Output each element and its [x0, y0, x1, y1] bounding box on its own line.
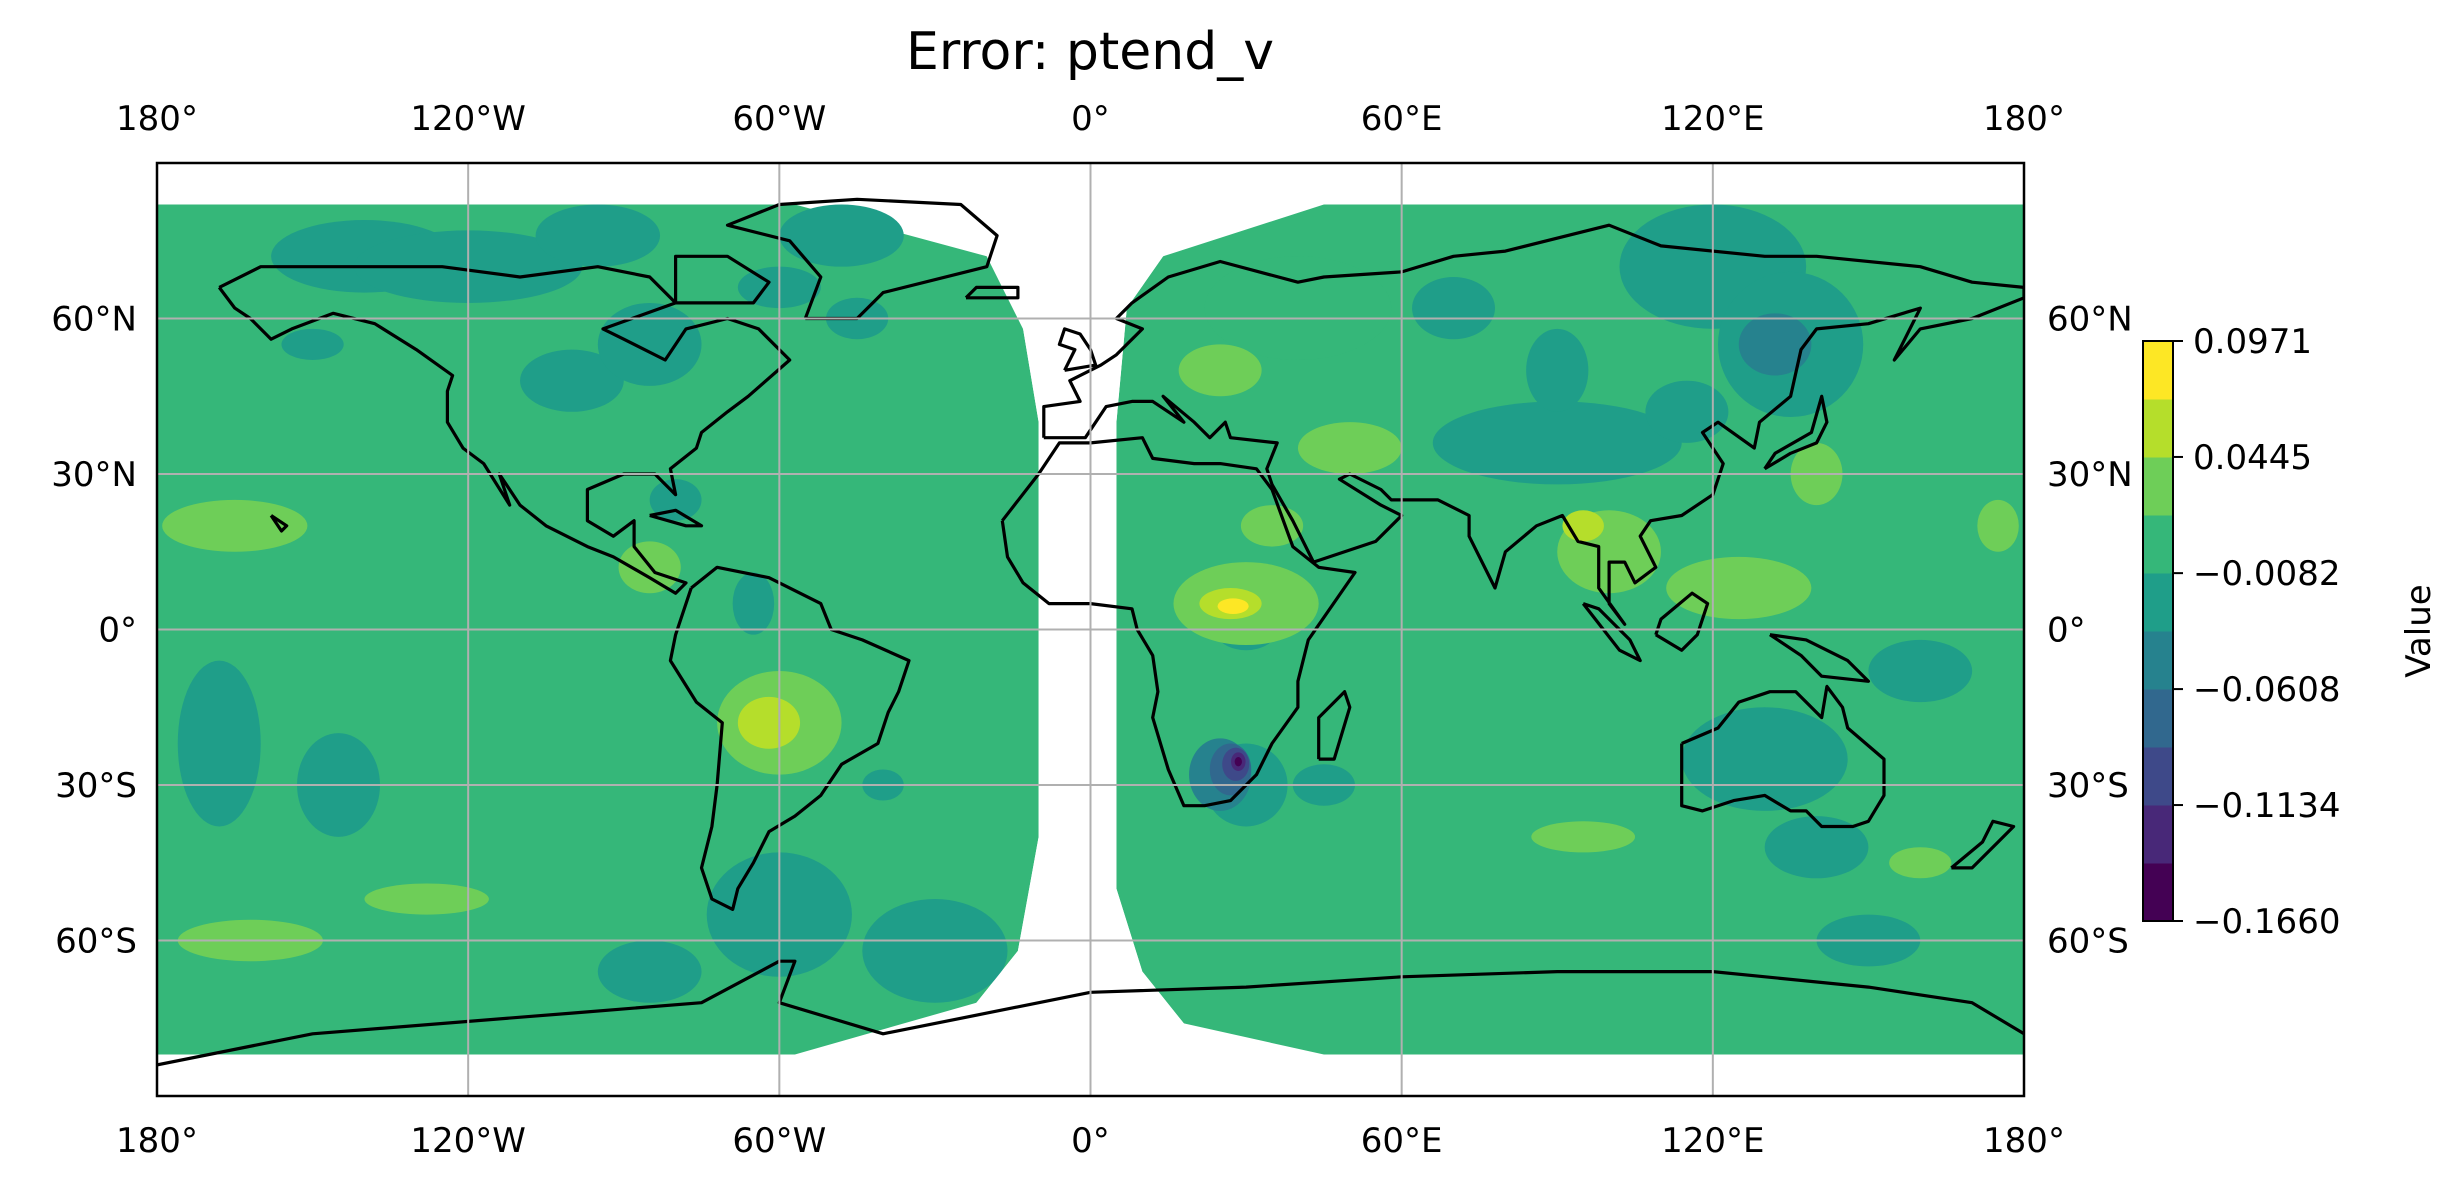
lon-tick-label-bottom: 60°E — [1361, 1121, 1443, 1161]
field-contour-37 — [162, 499, 308, 552]
lat-tick-label-right: 0° — [2047, 611, 2086, 651]
lon-tick-label-top: 120°W — [410, 99, 526, 139]
colorbar-level — [2143, 689, 2173, 748]
field-contour-34 — [1868, 639, 1973, 703]
field-contour-8 — [281, 328, 344, 360]
colorbar-tick-label: −0.1134 — [2193, 786, 2340, 826]
field-contour-30 — [1234, 757, 1242, 767]
coastline-south-america — [668, 565, 911, 912]
colorbar-tick-label: 0.0971 — [2193, 322, 2312, 362]
field-contour-35 — [1526, 328, 1589, 412]
coastline-borneo — [1654, 591, 1710, 652]
colorbar-level — [2143, 399, 2173, 458]
coastline-australia — [1680, 684, 1886, 829]
coastline-japan — [1763, 394, 1829, 471]
lat-tick-label-right: 60°N — [2047, 300, 2133, 340]
lon-tick-label-top: 180° — [1983, 99, 2065, 139]
colorbar-tick-label: −0.1660 — [2193, 902, 2340, 942]
coastline-north-america — [217, 265, 792, 595]
field-contour-36 — [1738, 313, 1812, 376]
colorbar-label: Value — [2399, 584, 2439, 677]
field-contour-53 — [1178, 344, 1262, 397]
coastline-new-zealand — [1950, 819, 2016, 870]
lat-tick-label-left: 60°N — [51, 300, 137, 340]
lat-tick-label-left: 30°S — [55, 766, 137, 806]
coastline-madagascar — [1317, 690, 1352, 761]
field-contour-51 — [1531, 821, 1636, 853]
field-contour-54 — [1977, 499, 2019, 552]
field-contour-6 — [597, 302, 702, 386]
field-contour-5 — [520, 349, 624, 412]
coastline-europe-asia — [1042, 223, 2024, 626]
field-contour-52 — [1889, 847, 1952, 879]
colorbar-tick-label: −0.0082 — [2193, 554, 2340, 594]
lon-tick-label-bottom: 180° — [116, 1121, 198, 1161]
field-contour-16 — [597, 940, 702, 1003]
colorbar-level — [2143, 747, 2173, 806]
field-contour-2 — [535, 204, 661, 267]
colorbar-tick-label: 0.0445 — [2193, 438, 2312, 478]
colorbar-level — [2143, 573, 2173, 632]
colorbar-frame — [2142, 340, 2174, 922]
lat-tick-label-right: 30°N — [2047, 455, 2133, 495]
coastline-africa — [1000, 436, 1357, 808]
coastline-new-guinea — [1769, 633, 1871, 683]
field-contour-18 — [1412, 277, 1496, 340]
field-contour-17 — [1204, 256, 1392, 360]
lon-tick-label-bottom: 180° — [1983, 1121, 2065, 1161]
lon-tick-label-top: 60°W — [732, 99, 826, 139]
field-contour-22 — [1645, 380, 1729, 443]
field-contour-41 — [364, 883, 489, 915]
coastline-uk — [1057, 327, 1098, 372]
field-contour-15 — [862, 899, 1008, 1003]
lat-tick-label-right: 60°S — [2047, 922, 2129, 962]
coastline-hawaii — [269, 514, 289, 533]
coastline-cuba — [649, 508, 704, 528]
field-contour-39 — [737, 696, 801, 749]
colorbar-level — [2143, 631, 2173, 690]
map-frame — [155, 161, 2026, 1098]
coastline-iceland — [964, 285, 1020, 300]
lon-tick-label-top: 120°E — [1661, 99, 1764, 139]
lon-tick-label-top: 60°E — [1361, 99, 1443, 139]
colorbar-tick-label: −0.0608 — [2193, 670, 2340, 710]
coastline-antarctica — [157, 959, 2024, 1067]
lon-tick-label-bottom: 60°W — [732, 1121, 826, 1161]
field-contour-3 — [779, 204, 904, 267]
lon-tick-label-bottom: 120°W — [410, 1121, 526, 1161]
lon-tick-label-top: 0° — [1071, 99, 1110, 139]
coastline-sumatra — [1581, 602, 1642, 663]
colorbar-level — [2143, 863, 2173, 922]
field-contour-10 — [177, 660, 261, 827]
field-contour-32 — [1764, 816, 1869, 879]
field-contour-11 — [649, 479, 702, 521]
map-title: Error: ptend_v — [905, 22, 1274, 82]
field-contour-44 — [1217, 598, 1249, 614]
field-contour-12 — [732, 572, 775, 635]
field-contour-50 — [1297, 422, 1402, 475]
colorbar-level — [2143, 457, 2173, 516]
gridlines — [157, 163, 2024, 1096]
lon-tick-label-bottom: 120°E — [1661, 1121, 1764, 1161]
coastline-baffin — [673, 254, 771, 305]
coastline-greenland — [725, 197, 999, 321]
colorbar-level — [2143, 515, 2173, 574]
lat-tick-label-left: 30°N — [51, 455, 137, 495]
colorbar: 0.0971 0.0445 −0.0082 −0.0608 −0.1134 −0.1660… — [2142, 322, 2439, 942]
field-contour-48 — [1666, 556, 1812, 620]
lon-tick-label-bottom: 0° — [1071, 1121, 1110, 1161]
colorbar-level — [2143, 341, 2173, 400]
lat-tick-label-right: 30°S — [2047, 766, 2129, 806]
lat-tick-label-left: 0° — [98, 611, 137, 651]
colorbar-level — [2143, 805, 2173, 864]
coastlines — [157, 197, 2024, 1067]
lon-tick-label-top: 180° — [116, 99, 198, 139]
lat-tick-label-left: 60°S — [55, 922, 137, 962]
field-contour-21 — [1432, 401, 1682, 485]
